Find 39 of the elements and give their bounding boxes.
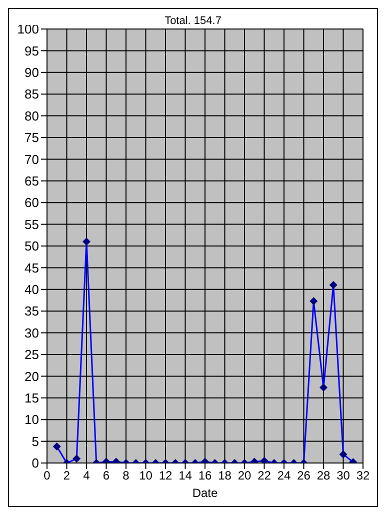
y-tick-label: 65 [24, 174, 39, 189]
x-tick-label: 20 [238, 468, 252, 483]
y-tick-label: 85 [24, 86, 39, 102]
y-tick-label: 75 [24, 130, 39, 146]
x-tick-label: 28 [316, 468, 330, 483]
x-tick-label: 16 [198, 468, 212, 483]
y-tick-label: 30 [24, 325, 39, 340]
y-tick-label: 90 [24, 65, 39, 80]
x-tick-label: 12 [158, 468, 172, 483]
y-tick-label: 0 [32, 456, 39, 471]
x-tick-label: 10 [139, 468, 153, 483]
x-axis-title: Date [192, 486, 218, 500]
y-tick-label: 25 [24, 347, 39, 362]
x-tick-label: 8 [122, 468, 130, 483]
chart-title: Total. 154.7 [164, 15, 222, 27]
x-tick-label: 2 [63, 468, 70, 483]
y-tick-label: 35 [24, 304, 39, 319]
y-tick-label: 70 [24, 152, 39, 167]
x-tick-label: 14 [178, 468, 192, 483]
x-tick-label: 30 [336, 468, 350, 483]
y-tick-label: 5 [32, 434, 39, 449]
x-tick-label: 18 [218, 468, 232, 483]
y-tick-label: 50 [24, 238, 39, 254]
x-tick-label: 24 [277, 468, 291, 483]
y-tick-label: 80 [24, 108, 39, 124]
x-tick-label: 6 [102, 468, 110, 483]
y-tick-label: 10 [24, 412, 39, 428]
x-tick-label: 0 [44, 468, 51, 483]
y-tick-label: 20 [24, 368, 39, 384]
y-tick-label: 95 [24, 43, 39, 58]
y-tick-label: 60 [24, 195, 39, 210]
y-tick-label: 55 [24, 216, 39, 232]
y-tick-label: 40 [24, 282, 39, 298]
y-tick-label: 15 [24, 390, 39, 406]
x-tick-label: 26 [297, 468, 311, 483]
x-tick-label: 4 [83, 468, 90, 483]
x-tick-label: 22 [258, 468, 272, 483]
y-tick-label: 45 [24, 260, 39, 276]
x-tick-label: 32 [356, 468, 370, 483]
